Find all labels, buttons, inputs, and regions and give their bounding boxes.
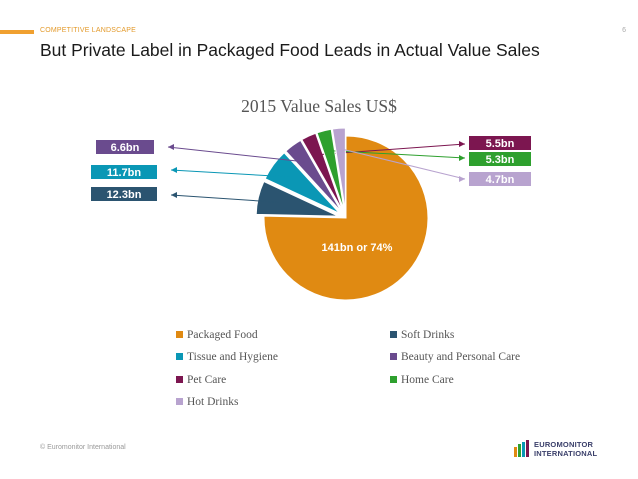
section-label: COMPETITIVE LANDSCAPE xyxy=(40,27,136,34)
legend-label-soft-drinks: Soft Drinks xyxy=(401,329,455,341)
leader-line-tissue-and-hygiene xyxy=(170,169,290,178)
data-label-soft-drinks: 12.3bn xyxy=(107,189,142,201)
legend-swatch-hot-drinks xyxy=(176,398,183,405)
euromonitor-logo: EUROMONITOR INTERNATIONAL xyxy=(514,439,604,461)
copyright: © Euromonitor International xyxy=(40,444,126,451)
label-box-pet-care xyxy=(469,136,531,150)
arrow-head-soft-drinks xyxy=(171,192,177,198)
legend-swatch-home-care xyxy=(390,376,397,383)
legend-label-packaged-food: Packaged Food xyxy=(187,329,258,341)
logo-line-2: INTERNATIONAL xyxy=(534,449,598,458)
pie-slice-tissue-and-hygiene xyxy=(264,152,340,214)
data-label-pet-care: 5.5bn xyxy=(486,138,515,150)
legend-swatch-beauty-and-personal-care xyxy=(390,353,397,360)
arrow-head-hot-drinks xyxy=(459,176,465,182)
arrow-head-home-care xyxy=(459,155,465,161)
page-title: But Private Label in Packaged Food Leads… xyxy=(40,40,540,60)
pie-slice-home-care xyxy=(316,128,345,211)
legend-swatch-pet-care xyxy=(176,376,183,383)
legend-label-pet-care: Pet Care xyxy=(187,374,226,386)
label-box-hot-drinks xyxy=(469,172,531,186)
data-label-hot-drinks: 4.7bn xyxy=(486,174,515,186)
arrow-head-tissue-and-hygiene xyxy=(171,167,177,173)
logo-mark-icon xyxy=(514,440,529,457)
accent-bar xyxy=(0,30,34,34)
arrow-head-pet-care xyxy=(459,141,465,147)
page-number: 6 xyxy=(622,27,626,34)
legend-swatch-soft-drinks xyxy=(390,331,397,338)
label-box-beauty-and-personal-care xyxy=(96,140,154,154)
label-box-home-care xyxy=(469,152,531,166)
legend-swatch-packaged-food xyxy=(176,331,183,338)
chart-title: 2015 Value Sales US$ xyxy=(241,96,397,116)
pie-slice-packaged-food xyxy=(263,135,429,301)
pie-slice-hot-drinks xyxy=(331,127,346,211)
label-box-tissue-and-hygiene xyxy=(91,165,157,179)
arrow-head-beauty-and-personal-care xyxy=(168,144,174,150)
leader-line-beauty-and-personal-care xyxy=(167,146,306,163)
data-label-tissue-and-hygiene: 11.7bn xyxy=(107,167,142,179)
legend-label-beauty-and-personal-care: Beauty and Personal Care xyxy=(401,351,520,363)
leader-line-hot-drinks xyxy=(340,148,466,180)
leader-line-soft-drinks xyxy=(170,194,279,203)
logo-line-1: EUROMONITOR xyxy=(534,440,594,449)
data-label-packaged-food: 141bn or 74% xyxy=(322,242,393,254)
legend-label-home-care: Home Care xyxy=(401,374,454,386)
pie-slice-beauty-and-personal-care xyxy=(285,139,342,212)
label-box-soft-drinks xyxy=(91,187,157,201)
data-label-home-care: 5.3bn xyxy=(486,154,515,166)
pie-slice-pet-care xyxy=(301,132,344,211)
pie-slice-soft-drinks xyxy=(255,180,339,217)
legend-swatch-tissue-and-hygiene xyxy=(176,353,183,360)
legend-label-tissue-and-hygiene: Tissue and Hygiene xyxy=(187,351,278,363)
data-label-beauty-and-personal-care: 6.6bn xyxy=(111,142,140,154)
legend-label-hot-drinks: Hot Drinks xyxy=(187,396,239,408)
